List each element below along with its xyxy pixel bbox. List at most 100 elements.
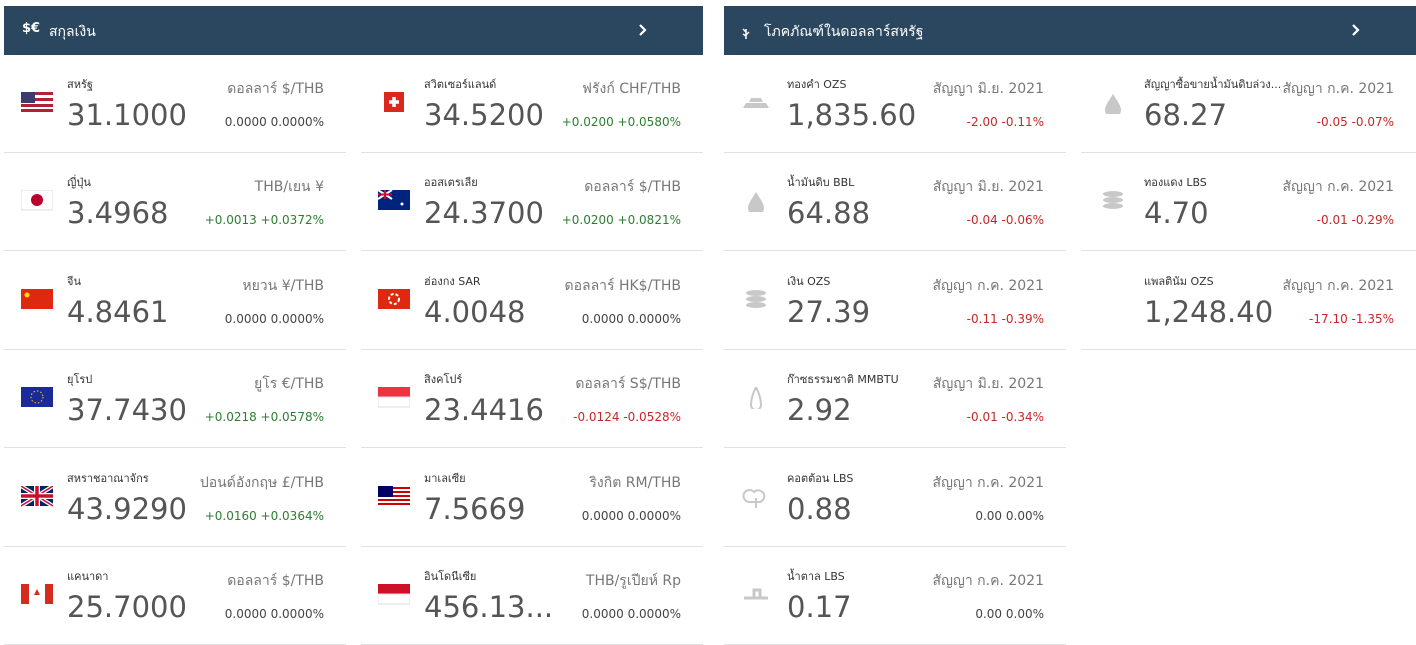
icon bbox=[21, 288, 53, 315]
icon bbox=[1098, 289, 1130, 315]
item-unit: ริงกิต RM/THB bbox=[589, 474, 681, 491]
item-change: -0.0124 -0.0528% bbox=[573, 410, 681, 425]
item-change: 0.0000 0.0000% bbox=[224, 311, 324, 326]
quote-card[interactable]: สิงคโปร์ 23.4416 ดอลลาร์ S$/THB -0.0124 -0.… bbox=[361, 351, 703, 449]
item-name: เงิน OZS bbox=[787, 274, 831, 288]
item-name: น้ำมันดิบ BBL bbox=[787, 176, 855, 190]
quote-card[interactable]: จีน 4.8461 หยวน ¥/THB 0.0000 0.0000% bbox=[4, 253, 346, 350]
item-value: 7.5669 bbox=[424, 491, 526, 526]
quote-card[interactable]: ญี่ปุ่น 3.4968 THB/เยน ¥ +0.0013 +0.0372% bbox=[4, 154, 346, 252]
item-name: คอตต้อน LBS bbox=[787, 471, 854, 485]
item-unit: สัญญา มิ.ย. 2021 bbox=[932, 81, 1044, 97]
chevron[interactable] bbox=[637, 23, 649, 37]
quote-card[interactable]: ทองคำ OZS 1,835.60 สัญญา มิ.ย. 2021 -2.00 -… bbox=[724, 56, 1066, 153]
item-name: ยุโรป bbox=[67, 373, 93, 387]
panel-title: สกุลเงิน bbox=[49, 24, 96, 40]
item-change: -0.11 -0.39% bbox=[966, 311, 1044, 326]
item-unit: ฟรังก์ CHF/THB bbox=[582, 81, 681, 97]
item-value: 31.1000 bbox=[67, 98, 187, 132]
quote-card[interactable]: อินโดนีเซีย 456.13... THB/รูเปียห์ Rp 0.000… bbox=[361, 548, 703, 645]
item-name: ทองคำ OZS bbox=[787, 78, 847, 91]
quote-card[interactable]: สวิตเซอร์แลนด์ 34.5200 ฟรังก์ CHF/THB +0.02… bbox=[361, 56, 703, 153]
icon bbox=[741, 92, 773, 118]
quote-card[interactable]: แพลตินัม OZS 1,248.40 สัญญา ก.ค. 2021 -17.1… bbox=[1081, 253, 1416, 350]
item-value: 25.7000 bbox=[67, 590, 187, 624]
icon bbox=[741, 190, 773, 217]
panel-header: $€ สกุลเงิน bbox=[4, 6, 703, 55]
chevron[interactable] bbox=[1350, 23, 1362, 37]
item-value: 24.3700 bbox=[424, 196, 544, 231]
item-value: 1,248.40 bbox=[1144, 294, 1274, 329]
item-change: -0.01 -0.34% bbox=[966, 410, 1044, 425]
item-unit: หยวน ¥/THB bbox=[242, 277, 324, 294]
icon bbox=[21, 92, 53, 118]
panel-title: โภคภัณฑ์ในดอลลาร์สหรัฐ bbox=[764, 24, 924, 40]
item-value: 68.27 bbox=[1144, 98, 1228, 132]
item-change: 0.00 0.00% bbox=[975, 607, 1044, 621]
item-change: 0.0000 0.0000% bbox=[581, 508, 681, 523]
item-name: สหราชอาณาจักร bbox=[67, 471, 149, 485]
item-unit: ดอลลาร์ $/THB bbox=[584, 179, 681, 196]
item-value: 37.7430 bbox=[67, 393, 187, 428]
quote-card[interactable]: คอตต้อน LBS 0.88 สัญญา ก.ค. 2021 0.00 0.00% bbox=[724, 450, 1066, 547]
item-unit: สัญญา ก.ค. 2021 bbox=[932, 474, 1044, 491]
quote-card[interactable]: ฮ่องกง SAR 4.0048 ดอลลาร์ HK$/THB 0.0000 0.… bbox=[361, 253, 703, 350]
item-unit: สัญญา มิ.ย. 2021 bbox=[932, 179, 1044, 196]
item-change: 0.00 0.00% bbox=[975, 508, 1044, 523]
item-name: อินโดนีเซีย bbox=[424, 570, 477, 583]
quote-card[interactable]: ยุโรป 37.7430 ยูโร €/THB +0.0218 +0.0578% bbox=[4, 351, 346, 449]
item-unit: สัญญา ก.ค. 2021 bbox=[932, 277, 1044, 294]
item-name: แคนาดา bbox=[67, 570, 109, 583]
quote-card[interactable]: ทองแดง LBS 4.70 สัญญา ก.ค. 2021 -0.01 -0.29… bbox=[1081, 154, 1416, 252]
quote-card[interactable]: ก๊าซธรรมชาติ MMBTU 2.92 สัญญา มิ.ย. 2021 -0… bbox=[724, 351, 1066, 449]
icon bbox=[741, 486, 773, 512]
item-unit: THB/รูเปียห์ Rp bbox=[585, 573, 681, 589]
item-change: 0.0000 0.0000% bbox=[581, 311, 681, 326]
icon bbox=[1098, 190, 1130, 216]
icon bbox=[741, 289, 773, 315]
item-name: สหรัฐ bbox=[67, 78, 93, 91]
icon bbox=[377, 584, 411, 610]
icon bbox=[378, 92, 410, 118]
quote-card[interactable]: ออสเตรเลีย 24.3700 ดอลลาร์ $/THB +0.0200 +0… bbox=[361, 154, 703, 252]
item-value: 0.17 bbox=[787, 590, 852, 624]
item-value: 4.8461 bbox=[67, 294, 169, 329]
quote-card[interactable]: เงิน OZS 27.39 สัญญา ก.ค. 2021 -0.11 -0.39% bbox=[724, 253, 1066, 350]
quote-card[interactable]: มาเลเซีย 7.5669 ริงกิต RM/THB 0.0000 0.0000… bbox=[361, 450, 703, 547]
item-name: สัญญาซื้อขายน้ำมันดิบล่วง... bbox=[1144, 78, 1282, 91]
item-unit: สัญญา ก.ค. 2021 bbox=[1282, 179, 1394, 196]
icon bbox=[377, 189, 410, 216]
item-unit: ดอลลาร์ $/THB bbox=[227, 573, 324, 589]
item-name: ออสเตรเลีย bbox=[424, 176, 478, 190]
icon bbox=[21, 387, 53, 413]
item-name: สวิตเซอร์แลนด์ bbox=[424, 78, 497, 91]
item-value: 4.0048 bbox=[424, 294, 526, 329]
quote-card[interactable]: สัญญาซื้อขายน้ำมันดิบล่วง... 68.27 สัญญา ก… bbox=[1081, 56, 1416, 153]
item-unit: ดอลลาร์ $/THB bbox=[227, 81, 324, 97]
item-name: ก๊าซธรรมชาติ MMBTU bbox=[787, 373, 899, 387]
item-value: 3.4968 bbox=[67, 196, 169, 231]
item-change: +0.0200 +0.0580% bbox=[561, 115, 681, 129]
item-name: น้ำตาล LBS bbox=[787, 570, 845, 583]
panel-header: โภคภัณฑ์ในดอลลาร์สหรัฐ bbox=[724, 6, 1416, 55]
item-value: 1,835.60 bbox=[787, 98, 917, 132]
icon bbox=[741, 384, 773, 413]
quote-card[interactable]: สหรัฐ 31.1000 ดอลลาร์ $/THB 0.0000 0.0000% bbox=[4, 56, 346, 153]
item-value: 27.39 bbox=[787, 294, 871, 329]
item-name: ฮ่องกง SAR bbox=[424, 274, 481, 288]
quote-card[interactable]: น้ำตาล LBS 0.17 สัญญา ก.ค. 2021 0.00 0.00% bbox=[724, 548, 1066, 645]
item-value: 43.9290 bbox=[67, 491, 187, 526]
icon bbox=[1098, 92, 1130, 118]
quote-card[interactable]: สหราชอาณาจักร 43.9290 ปอนด์อังกฤษ £/THB +0.… bbox=[4, 450, 346, 547]
icon bbox=[741, 584, 773, 610]
item-change: -2.00 -0.11% bbox=[966, 115, 1044, 129]
item-change: +0.0200 +0.0821% bbox=[561, 213, 681, 228]
item-name: ญี่ปุ่น bbox=[67, 176, 91, 190]
quote-card[interactable]: แคนาดา 25.7000 ดอลลาร์ $/THB 0.0000 0.0000% bbox=[4, 548, 346, 645]
item-change: -17.10 -1.35% bbox=[1309, 311, 1394, 326]
item-name: สิงคโปร์ bbox=[424, 373, 463, 387]
item-value: 0.88 bbox=[787, 491, 852, 526]
quote-card[interactable]: น้ำมันดิบ BBL 64.88 สัญญา มิ.ย. 2021 -0.04 … bbox=[724, 154, 1066, 252]
item-unit: สัญญา ก.ค. 2021 bbox=[1282, 277, 1394, 294]
